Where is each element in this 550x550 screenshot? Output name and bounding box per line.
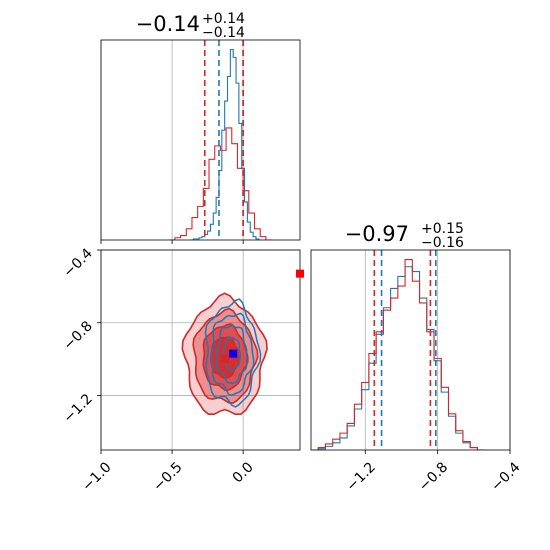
joint-marker-2 xyxy=(296,269,304,278)
joint-x-tick-label: −0.5 xyxy=(150,459,185,494)
y-marginal-tick-label: −0.4 xyxy=(488,459,523,494)
y-marginal-ticks: −1.2 −0.8 −0.4 xyxy=(344,450,524,495)
blue-contour-level-2 xyxy=(216,324,248,384)
x-marginal-series xyxy=(169,40,272,240)
y-title-plus: +0.15 xyxy=(421,221,464,237)
y-marginal-frame xyxy=(310,249,511,451)
x-title-minus: −0.14 xyxy=(202,25,245,41)
y-marginal-panel: −1.2 −0.8 −0.4 −0.97 +0.15 −0.16 xyxy=(310,221,524,495)
joint-x-tick-label: 0.0 xyxy=(230,459,257,486)
x-marginal-ticks xyxy=(100,240,244,244)
joint-y-tick-label: −1.2 xyxy=(60,391,95,426)
joint-x-ticks: −1.0 −0.5 0.0 xyxy=(79,450,257,495)
x-marginal-frame xyxy=(100,39,301,241)
joint-x-tick-label: −1.0 xyxy=(79,459,114,494)
joint-markers xyxy=(220,269,304,364)
y-marginal-series xyxy=(311,250,485,450)
x-marginal-series-1-histogram xyxy=(169,127,272,240)
joint-panel: −1.0 −0.5 0.0 −0.4 −0.8 −1.2 xyxy=(60,245,304,495)
y-title-minus: −0.16 xyxy=(421,235,464,251)
joint-y-ticks: −0.4 −0.8 −1.2 xyxy=(60,245,101,426)
x-marginal-series-0-histogram xyxy=(190,48,262,240)
x-marginal-background xyxy=(101,40,300,240)
joint-y-tick-label: −0.8 xyxy=(60,318,95,353)
joint-series xyxy=(181,292,268,415)
x-marginal-panel: −0.14 +0.14 −0.14 xyxy=(100,11,301,244)
y-marginal-tick-label: −0.8 xyxy=(416,459,451,494)
y-marginal-background xyxy=(311,250,510,450)
blue-contour-level-3 xyxy=(222,336,242,372)
joint-frame xyxy=(100,249,301,451)
x-title-value: −0.14 xyxy=(136,12,200,36)
blue-contour-level-1 xyxy=(210,312,255,397)
blue-contour-level-0 xyxy=(204,298,262,408)
y-title-value: −0.97 xyxy=(345,222,409,246)
y-marginal-tick-label: −1.2 xyxy=(344,459,379,494)
joint-marker-1 xyxy=(229,349,238,358)
joint-marker-0 xyxy=(220,355,229,364)
x-title-plus: +0.14 xyxy=(202,11,245,27)
y-marginal-series-1-histogram xyxy=(311,258,485,450)
joint-y-tick-label: −0.4 xyxy=(60,245,95,280)
